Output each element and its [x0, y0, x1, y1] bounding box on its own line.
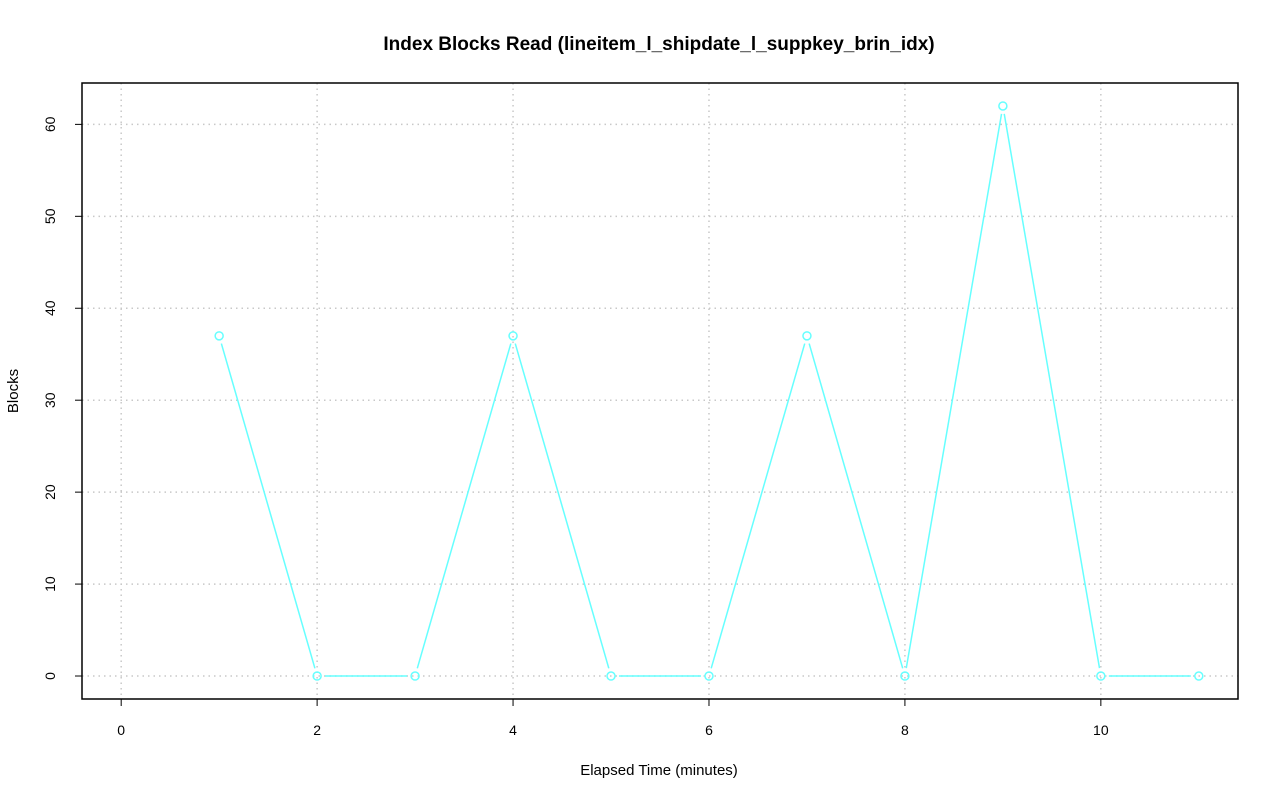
- data-point: [802, 331, 812, 341]
- axes: 0 2 4 6 8 10 0 10 20 30 40 50 60: [42, 116, 1109, 738]
- y-tick-label: 60: [42, 116, 58, 132]
- data-point: [704, 671, 714, 681]
- plot-frame: [81, 82, 1239, 700]
- x-tick-label: 6: [705, 722, 713, 738]
- data-point: [998, 101, 1008, 111]
- x-tick-label: 0: [117, 722, 125, 738]
- y-tick-label: 20: [42, 484, 58, 500]
- data-point: [606, 671, 616, 681]
- data-point: [1194, 671, 1204, 681]
- series-line-segment: [1003, 113, 1101, 669]
- data-point: [900, 671, 910, 681]
- series-line-segment: [710, 343, 806, 669]
- y-tick-label: 0: [42, 672, 58, 680]
- y-tick-label: 10: [42, 576, 58, 592]
- y-tick-label: 40: [42, 300, 58, 316]
- series-line-segment: [416, 343, 512, 669]
- x-axis-label: Elapsed Time (minutes): [580, 762, 738, 779]
- data-point: [410, 671, 420, 681]
- series-line-segment: [905, 113, 1003, 669]
- data-point: [1096, 671, 1106, 681]
- y-axis-label: Blocks: [5, 369, 22, 413]
- grid-lines: [82, 83, 1238, 699]
- data-point: [508, 331, 518, 341]
- x-tick-label: 2: [313, 722, 321, 738]
- series-line-segment: [220, 343, 316, 669]
- x-tick-label: 8: [901, 722, 909, 738]
- x-tick-label: 4: [509, 722, 517, 738]
- series-line-segment: [808, 343, 904, 669]
- data-point: [312, 671, 322, 681]
- y-tick-label: 50: [42, 208, 58, 224]
- data-series: [214, 101, 1204, 681]
- x-tick-label: 10: [1093, 722, 1109, 738]
- series-line-segment: [514, 343, 610, 669]
- data-point: [214, 331, 224, 341]
- chart-title: Index Blocks Read (lineitem_l_shipdate_l…: [383, 34, 934, 55]
- y-tick-label: 30: [42, 392, 58, 408]
